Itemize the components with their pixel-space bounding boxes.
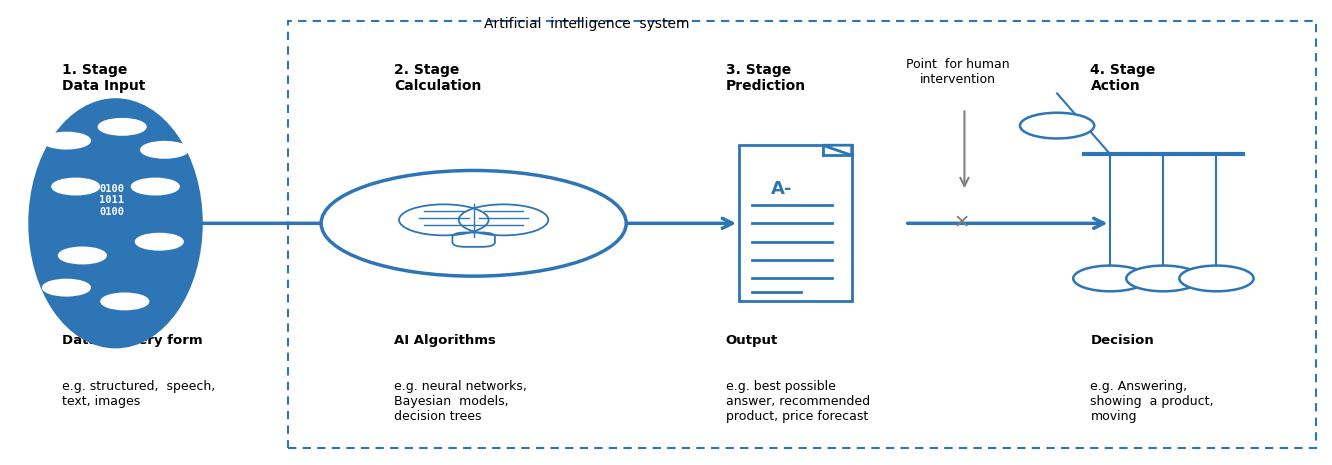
Text: A-: A-: [771, 180, 793, 198]
Text: Output: Output: [726, 333, 778, 346]
Circle shape: [59, 247, 107, 264]
Circle shape: [99, 119, 147, 135]
Circle shape: [1020, 113, 1095, 139]
Text: Point  for human
intervention: Point for human intervention: [906, 58, 1010, 86]
Text: e.g. neural networks,
Bayesian  models,
decision trees: e.g. neural networks, Bayesian models, d…: [394, 379, 527, 423]
Circle shape: [43, 279, 91, 296]
Circle shape: [52, 178, 100, 195]
Text: e.g. structured,  speech,
text, images: e.g. structured, speech, text, images: [63, 379, 216, 407]
Circle shape: [321, 171, 626, 276]
Text: AI Algorithms: AI Algorithms: [394, 333, 496, 346]
Text: 1. Stage
Data Input: 1. Stage Data Input: [63, 62, 145, 93]
Circle shape: [1074, 266, 1147, 291]
Ellipse shape: [29, 99, 201, 347]
Circle shape: [43, 133, 91, 149]
Text: Data in every form: Data in every form: [63, 333, 202, 346]
Text: e.g. best possible
answer, recommended
product, price forecast: e.g. best possible answer, recommended p…: [726, 379, 870, 423]
Circle shape: [132, 178, 180, 195]
Circle shape: [101, 293, 149, 310]
Circle shape: [1179, 266, 1253, 291]
Text: Decision: Decision: [1091, 333, 1155, 346]
Text: Artificial  intelligence  system: Artificial intelligence system: [484, 17, 689, 31]
Circle shape: [136, 233, 184, 250]
Text: 3. Stage
Prediction: 3. Stage Prediction: [726, 62, 806, 93]
Text: 0100
1011
0100: 0100 1011 0100: [99, 184, 124, 217]
PathPatch shape: [823, 145, 851, 155]
Text: 2. Stage
Calculation: 2. Stage Calculation: [394, 62, 481, 93]
Circle shape: [141, 141, 189, 158]
Text: e.g. Answering,
showing  a product,
moving: e.g. Answering, showing a product, movin…: [1091, 379, 1213, 423]
FancyBboxPatch shape: [739, 145, 851, 301]
Circle shape: [1127, 266, 1200, 291]
Text: 4. Stage
Action: 4. Stage Action: [1091, 62, 1156, 93]
Text: ✕: ✕: [954, 214, 970, 233]
